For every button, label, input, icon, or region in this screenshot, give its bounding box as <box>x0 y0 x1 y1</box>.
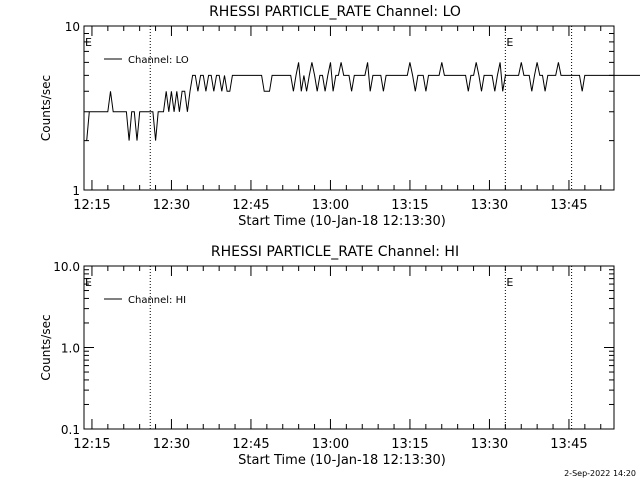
legend-entry: Channel: LO <box>128 55 189 66</box>
series-line <box>86 62 640 141</box>
event-marker-label: E <box>506 36 513 49</box>
x-axis-label: Start Time (10-Jan-18 12:13:30) <box>238 453 446 468</box>
x-axis-label: Start Time (10-Jan-18 12:13:30) <box>238 214 446 229</box>
x-tick-label: 12:15 <box>73 198 110 213</box>
x-tick-label: 12:15 <box>73 437 110 452</box>
y-tick-label: 10.0 <box>53 260 80 274</box>
x-tick-label: 13:15 <box>391 198 428 213</box>
y-tick-label: 10 <box>65 20 80 34</box>
x-tick-label: 13:45 <box>550 437 587 452</box>
y-axis-label: Counts/sec <box>39 314 53 380</box>
chart-panel-1: RHESSI PARTICLE_RATE Channel: LO 1 10 Count… <box>39 4 640 229</box>
legend-entry: Channel: HI <box>128 295 186 306</box>
x-tick-label: 13:15 <box>391 437 428 452</box>
x-tick-label: 12:45 <box>232 198 269 213</box>
x-tick-label: 12:30 <box>153 198 190 213</box>
x-tick-label: 13:45 <box>550 198 587 213</box>
chart-panel-2: RHESSI PARTICLE_RATE Channel: HI 0.1 1.0 10… <box>39 244 615 468</box>
x-tick-label: 13:00 <box>312 437 349 452</box>
y-tick-label: 1.0 <box>61 342 80 356</box>
chart-title: RHESSI PARTICLE_RATE Channel: HI <box>211 244 459 260</box>
y-axis-label: Counts/sec <box>39 75 53 141</box>
x-tick-label: 13:30 <box>471 198 508 213</box>
event-marker-label: E <box>506 276 513 289</box>
y-tick-label: 0.1 <box>61 423 80 437</box>
edge-e-label: E <box>85 36 92 49</box>
plot-frame <box>83 265 615 430</box>
chart-title: RHESSI PARTICLE_RATE Channel: LO <box>209 4 461 20</box>
plot-frame <box>83 25 615 191</box>
x-tick-label: 12:45 <box>232 437 269 452</box>
x-tick-label: 13:30 <box>471 437 508 452</box>
x-tick-label: 13:00 <box>312 198 349 213</box>
footer-timestamp: 2-Sep-2022 14:20 <box>564 469 636 478</box>
x-tick-label: 12:30 <box>153 437 190 452</box>
edge-e-label: E <box>85 276 92 289</box>
y-tick-label: 1 <box>72 184 80 198</box>
